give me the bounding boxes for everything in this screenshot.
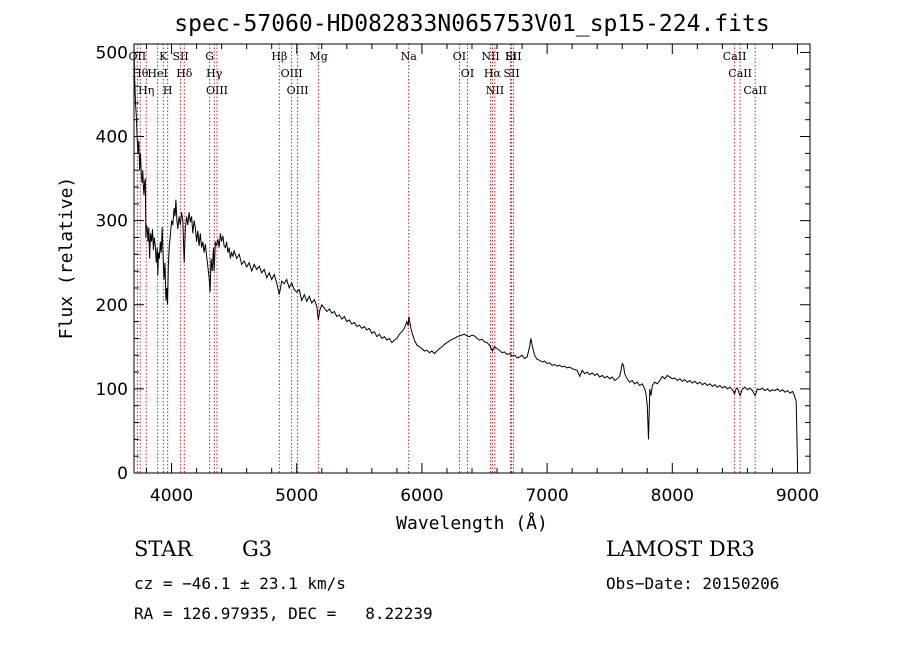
line-label-4: K <box>159 50 168 63</box>
y-tick-label-5: 500 <box>96 43 128 63</box>
y-tick-label-4: 400 <box>96 128 128 148</box>
y-axis-label: Flux (relative) <box>56 177 77 340</box>
line-label-13: OIII <box>287 84 309 97</box>
line-label-16: OI <box>453 50 466 63</box>
line-label-12: OIII <box>281 67 303 80</box>
line-label-8: G <box>205 50 214 63</box>
line-label-23: SII <box>505 50 521 63</box>
redshift-velocity: cz = −46.1 ± 23.1 km/s <box>134 574 346 593</box>
line-label-3: HeI <box>147 67 167 80</box>
chart-title: spec-57060-HD082833N065753V01_sp15-224.f… <box>174 11 769 37</box>
line-label-26: CaII <box>743 84 767 97</box>
spectral-line-labels: OII Hθ Hη HeI K H SII Hδ G Hγ OIII Hβ OIII OIII Mg Na OI… <box>129 50 767 97</box>
y-tick-label-1: 100 <box>96 380 128 400</box>
x-tick-label-2: 6000 <box>400 486 443 506</box>
spectrum-line <box>133 43 798 465</box>
line-label-11: Hβ <box>271 50 287 63</box>
line-label-2: Hη <box>138 84 154 97</box>
line-label-20: NII <box>486 84 504 97</box>
line-label-25: CaII <box>728 67 752 80</box>
x-axis-ticks: 4000 5000 6000 7000 8000 9000 <box>146 44 819 506</box>
x-axis-label: Wavelength (Å) <box>396 512 548 534</box>
y-axis-ticks: 0 100 200 300 400 500 <box>96 43 810 484</box>
line-label-17: OI <box>461 67 474 80</box>
line-label-24: CaII <box>723 50 747 63</box>
x-tick-label-5: 9000 <box>776 486 819 506</box>
line-label-1: Hθ <box>132 67 149 80</box>
y-tick-label-2: 200 <box>96 296 128 316</box>
x-tick-label-0: 4000 <box>150 486 193 506</box>
x-tick-label-1: 5000 <box>275 486 318 506</box>
object-class: STAR <box>134 537 193 561</box>
line-label-15: Na <box>401 50 418 63</box>
y-tick-label-3: 300 <box>96 212 128 232</box>
x-tick-label-4: 8000 <box>651 486 694 506</box>
observation-date: Obs−Date: 20150206 <box>606 574 780 593</box>
line-label-14: Mg <box>309 50 327 63</box>
line-label-0: OII <box>129 50 147 63</box>
line-label-5: H <box>163 84 173 97</box>
line-label-18: NII <box>481 50 499 63</box>
line-label-22: SII <box>503 67 519 80</box>
plot-frame <box>133 43 811 474</box>
line-label-19: Hα <box>484 67 502 80</box>
line-label-9: Hγ <box>206 67 223 80</box>
y-tick-label-0: 0 <box>117 464 128 484</box>
line-label-7: Hδ <box>176 67 193 80</box>
line-label-21: Li <box>505 50 516 63</box>
object-subclass: G3 <box>242 537 273 561</box>
line-label-6: SII <box>172 50 188 63</box>
coordinates: RA = 126.97935, DEC = 8.22239 <box>134 604 433 623</box>
x-tick-label-3: 7000 <box>525 486 568 506</box>
survey-name: LAMOST DR3 <box>606 537 755 561</box>
line-label-10: OIII <box>206 84 228 97</box>
